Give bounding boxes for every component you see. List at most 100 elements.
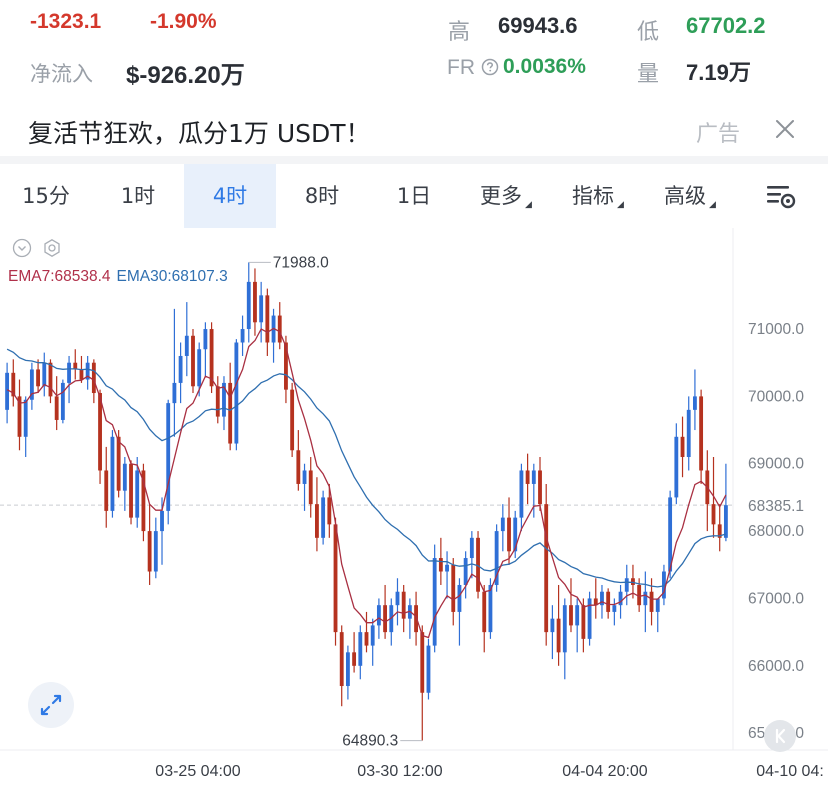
price-tick-label: 69000.0 <box>748 456 804 473</box>
candle-body <box>649 591 654 612</box>
last-price-label: 68385.1 <box>748 498 804 515</box>
candle-body <box>172 382 177 404</box>
ema30-line <box>6 348 727 588</box>
candle-body <box>222 382 226 417</box>
candle-body <box>253 281 257 323</box>
candle-body <box>556 618 561 653</box>
candle-body <box>290 389 295 451</box>
candle-body <box>215 386 220 417</box>
tab-more[interactable]: 更多 ◢ <box>460 164 552 228</box>
candle-body <box>153 531 158 572</box>
time-tick-label: 03-30 12:00 <box>357 763 443 780</box>
kline-chart-canvas[interactable]: 71000.0 70000.0 69000.0 68000.0 67000.0 66000… <box>0 228 828 786</box>
tab-15m[interactable]: 15分 <box>22 184 70 208</box>
tab-8h[interactable]: 8时 <box>304 184 340 208</box>
time-tick-label: 04-04 20:00 <box>562 763 648 780</box>
tab-advanced[interactable]: 高级 ◢ <box>644 164 736 228</box>
candle-body <box>36 369 41 387</box>
close-icon[interactable] <box>772 116 798 142</box>
tab-indicators[interactable]: 指标 ◢ <box>552 164 644 228</box>
candle-body <box>643 591 648 606</box>
tab-1h[interactable]: 1时 <box>120 184 156 208</box>
candle-body <box>358 632 363 666</box>
time-tick-label: 03-25 04:00 <box>155 763 241 780</box>
ad-title[interactable]: 复活节狂欢，瓜分1万 USDT！ <box>28 119 371 148</box>
candle-body <box>352 652 357 666</box>
candle-body <box>277 315 282 343</box>
expand-chart-button[interactable] <box>28 682 74 728</box>
candle-body <box>463 558 468 585</box>
candle-body <box>364 632 369 646</box>
candle-body <box>723 505 728 538</box>
candle-body <box>550 618 555 633</box>
candle-body <box>327 497 332 525</box>
price-tick-label: 71000.0 <box>748 321 804 338</box>
chart-settings-icon[interactable] <box>764 180 798 212</box>
funding-rate-value: 0.0036% <box>503 55 586 78</box>
candle-body <box>339 632 344 687</box>
section-divider <box>0 156 828 164</box>
help-icon[interactable] <box>481 58 499 76</box>
funding-rate-text: FR <box>447 56 475 79</box>
candle-body <box>624 578 629 592</box>
candle-body <box>544 504 549 633</box>
price-tick-label: 68000.0 <box>748 523 804 540</box>
price-change: -1323.1 <box>30 10 102 33</box>
candle-body <box>451 564 456 612</box>
candle-body <box>191 335 195 387</box>
candle-body <box>73 362 78 370</box>
candle-body <box>562 605 567 653</box>
candle-body <box>315 504 319 538</box>
candle-body <box>178 355 183 383</box>
candle-body <box>655 598 660 612</box>
price-change-percent: -1.90% <box>150 10 217 33</box>
kline-chart[interactable]: 71000.0 70000.0 69000.0 68000.0 67000.0 66000… <box>0 228 828 786</box>
netflow-label: 净流入 <box>30 62 93 86</box>
candle-body <box>618 591 623 606</box>
candle-body <box>98 393 102 471</box>
candle-body <box>166 403 171 511</box>
candle-body <box>469 537 474 559</box>
candle-body <box>717 524 722 538</box>
candle-body <box>612 605 617 612</box>
volume-value: 7.19万 <box>686 60 751 85</box>
candle-body <box>48 362 53 397</box>
candle-body <box>116 436 121 491</box>
candle-body <box>11 372 16 397</box>
candle-body <box>234 342 239 444</box>
candle-body <box>209 329 214 387</box>
expand-icon <box>40 694 62 716</box>
candle-body <box>575 605 580 626</box>
netflow-value: $-926.20万 <box>126 62 245 89</box>
candle-body <box>507 517 511 552</box>
candle-body <box>79 369 84 380</box>
gear-icon[interactable] <box>42 238 62 258</box>
tab-indicators-label: 指标 <box>572 184 615 208</box>
back-to-latest-icon <box>775 728 786 744</box>
ema30-label: EMA30:68107.3 <box>116 268 228 285</box>
candle-body <box>587 598 592 639</box>
candle-body <box>308 470 313 505</box>
candle-body <box>302 470 307 484</box>
tab-4h[interactable]: 4时 <box>184 164 276 228</box>
candle-body <box>593 598 598 606</box>
price-tick-label: 66000.0 <box>748 658 804 675</box>
candle-body <box>631 578 635 585</box>
candle-body <box>246 281 251 330</box>
tab-1d[interactable]: 1日 <box>396 184 432 208</box>
ema7-line <box>6 327 727 639</box>
ad-banner[interactable]: 复活节狂欢，瓜分1万 USDT！ 广告 <box>0 100 828 158</box>
candle-body <box>228 382 233 444</box>
candle-body <box>5 372 10 410</box>
ema-legend: EMA7:68538.4 EMA30:68107.3 <box>8 268 228 286</box>
candle-body <box>420 632 425 693</box>
candle-body <box>482 591 487 633</box>
candle-body <box>333 524 338 633</box>
candle-body <box>711 504 716 525</box>
candle-body <box>476 537 480 592</box>
chevron-down-icon[interactable] <box>12 238 32 258</box>
candle-body <box>395 591 400 606</box>
price-tick-label: 70000.0 <box>748 388 804 405</box>
candle-body <box>668 497 673 572</box>
back-to-latest-button[interactable] <box>764 720 796 752</box>
